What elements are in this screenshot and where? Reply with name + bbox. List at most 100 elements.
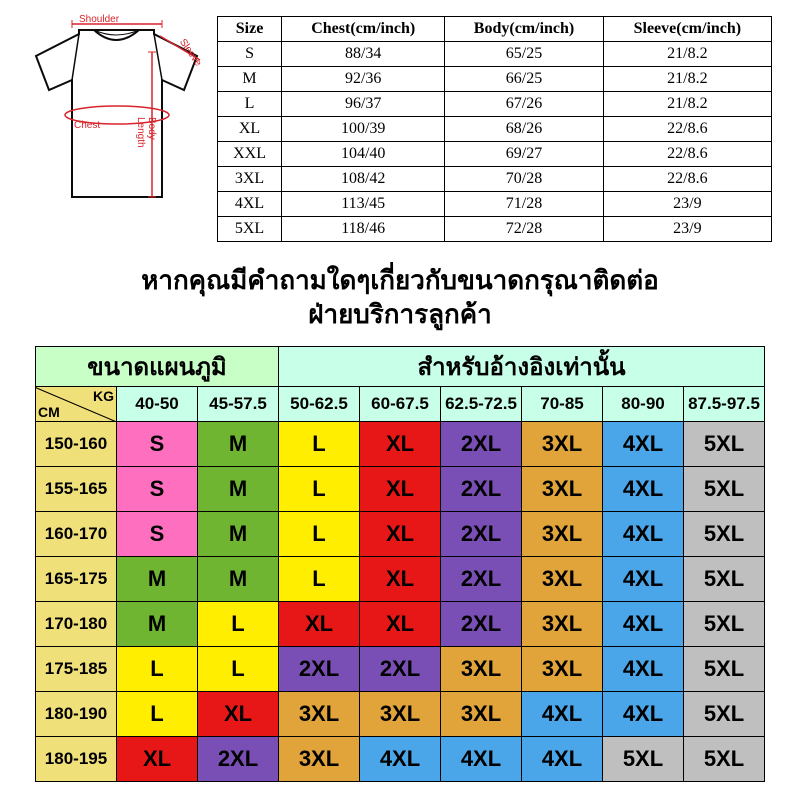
rec-cell: L xyxy=(198,601,279,646)
label-shoulder: Shoulder xyxy=(79,14,119,25)
rec-cell: 2XL xyxy=(441,511,522,556)
size-table-row: 5XL118/4672/2823/9 xyxy=(218,217,772,242)
message-line1: หากคุณมีคำถามใดๆเกี่ยวกับขนาดกรุณาติดต่อ xyxy=(20,264,780,298)
size-table-cell: 22/8.6 xyxy=(603,167,771,192)
rec-row: 160-170SMLXL2XL3XL4XL5XL xyxy=(36,511,765,556)
label-chest: Chest xyxy=(74,120,100,131)
contact-message: หากคุณมีคำถามใดๆเกี่ยวกับขนาดกรุณาติดต่อ… xyxy=(20,264,780,332)
rec-cell: L xyxy=(117,691,198,736)
message-line2: ฝ่ายบริการลูกค้า xyxy=(20,298,780,332)
size-table-cell: M xyxy=(218,67,282,92)
size-table-cell: 100/39 xyxy=(282,117,445,142)
rec-cell: 5XL xyxy=(603,736,684,781)
rec-cell: 4XL xyxy=(603,466,684,511)
rec-height-header: 170-180 xyxy=(36,601,117,646)
rec-cell: M xyxy=(198,466,279,511)
size-table-cell: 67/26 xyxy=(445,92,603,117)
size-table-cell: 113/45 xyxy=(282,192,445,217)
rec-cell: 2XL xyxy=(441,421,522,466)
rec-cell: 3XL xyxy=(441,691,522,736)
rec-cell: 3XL xyxy=(522,466,603,511)
rec-height-header: 150-160 xyxy=(36,421,117,466)
rec-cell: 3XL xyxy=(360,691,441,736)
size-table-cell: XL xyxy=(218,117,282,142)
rec-cell: L xyxy=(279,556,360,601)
rec-cell: L xyxy=(117,646,198,691)
size-table-cell: 5XL xyxy=(218,217,282,242)
size-table-cell: 23/9 xyxy=(603,217,771,242)
size-table-cell: 65/25 xyxy=(445,42,603,67)
rec-cell: L xyxy=(279,511,360,556)
rec-cell: XL xyxy=(360,421,441,466)
rec-cell: 4XL xyxy=(603,646,684,691)
rec-cell: M xyxy=(198,511,279,556)
rec-cell: 3XL xyxy=(441,646,522,691)
rec-cell: M xyxy=(198,421,279,466)
size-table-row: L96/3767/2621/8.2 xyxy=(218,92,772,117)
size-table-cell: 88/34 xyxy=(282,42,445,67)
rec-cell: 5XL xyxy=(684,466,765,511)
rec-height-header: 180-195 xyxy=(36,736,117,781)
size-measurement-table: SizeChest(cm/inch)Body(cm/inch)Sleeve(cm… xyxy=(217,16,772,242)
rec-cell: 2XL xyxy=(279,646,360,691)
rec-corner-cell: CMKG xyxy=(36,386,117,421)
rec-weight-header: 50-62.5 xyxy=(279,386,360,421)
size-table-row: M92/3666/2521/8.2 xyxy=(218,67,772,92)
rec-cell: XL xyxy=(360,556,441,601)
rec-height-header: 175-185 xyxy=(36,646,117,691)
size-table-cell: 21/8.2 xyxy=(603,42,771,67)
size-table-cell: 70/28 xyxy=(445,167,603,192)
rec-cell: 5XL xyxy=(684,601,765,646)
size-table-cell: 72/28 xyxy=(445,217,603,242)
rec-cell: 5XL xyxy=(684,556,765,601)
rec-weight-header: 45-57.5 xyxy=(198,386,279,421)
rec-cell: S xyxy=(117,421,198,466)
rec-cell: 5XL xyxy=(684,511,765,556)
rec-cell: XL xyxy=(198,691,279,736)
rec-row: 180-195XL2XL3XL4XL4XL4XL5XL5XL xyxy=(36,736,765,781)
rec-cell: 3XL xyxy=(279,691,360,736)
size-table-row: 3XL108/4270/2822/8.6 xyxy=(218,167,772,192)
size-table-row: S88/3465/2521/8.2 xyxy=(218,42,772,67)
rec-height-header: 165-175 xyxy=(36,556,117,601)
rec-cell: S xyxy=(117,466,198,511)
rec-weight-header: 70-85 xyxy=(522,386,603,421)
rec-cell: L xyxy=(279,421,360,466)
rec-cell: 4XL xyxy=(603,421,684,466)
rec-cell: 3XL xyxy=(522,646,603,691)
rec-cell: 2XL xyxy=(441,466,522,511)
rec-cell: 5XL xyxy=(684,646,765,691)
size-table-cell: L xyxy=(218,92,282,117)
size-table-header: Sleeve(cm/inch) xyxy=(603,17,771,42)
rec-cell: L xyxy=(198,646,279,691)
size-table-cell: XXL xyxy=(218,142,282,167)
size-table-cell: 104/40 xyxy=(282,142,445,167)
rec-height-header: 160-170 xyxy=(36,511,117,556)
rec-cell: 2XL xyxy=(441,601,522,646)
size-recommendation-table: ขนาดแผนภูมิสำหรับอ้างอิงเท่านั้นCMKG40-5… xyxy=(35,346,765,782)
rec-cell: XL xyxy=(279,601,360,646)
rec-cell: 5XL xyxy=(684,691,765,736)
rec-cell: 2XL xyxy=(198,736,279,781)
size-table-cell: S xyxy=(218,42,282,67)
rec-group-header: ขนาดแผนภูมิ xyxy=(36,346,279,386)
rec-cell: XL xyxy=(360,466,441,511)
size-table-cell: 22/8.6 xyxy=(603,117,771,142)
rec-cell: XL xyxy=(360,601,441,646)
rec-cell: 4XL xyxy=(522,691,603,736)
rec-row: 170-180MLXLXL2XL3XL4XL5XL xyxy=(36,601,765,646)
rec-row: 175-185LL2XL2XL3XL3XL4XL5XL xyxy=(36,646,765,691)
size-table-cell: 108/42 xyxy=(282,167,445,192)
size-table-row: 4XL113/4571/2823/9 xyxy=(218,192,772,217)
rec-height-header: 155-165 xyxy=(36,466,117,511)
size-table-cell: 71/28 xyxy=(445,192,603,217)
size-table-cell: 68/26 xyxy=(445,117,603,142)
rec-cell: 5XL xyxy=(684,421,765,466)
size-table-cell: 22/8.6 xyxy=(603,142,771,167)
rec-group-header: สำหรับอ้างอิงเท่านั้น xyxy=(279,346,765,386)
size-table-row: XL100/3968/2622/8.6 xyxy=(218,117,772,142)
rec-cell: 4XL xyxy=(441,736,522,781)
rec-row: 165-175MMLXL2XL3XL4XL5XL xyxy=(36,556,765,601)
size-table-cell: 96/37 xyxy=(282,92,445,117)
rec-cell: XL xyxy=(360,511,441,556)
